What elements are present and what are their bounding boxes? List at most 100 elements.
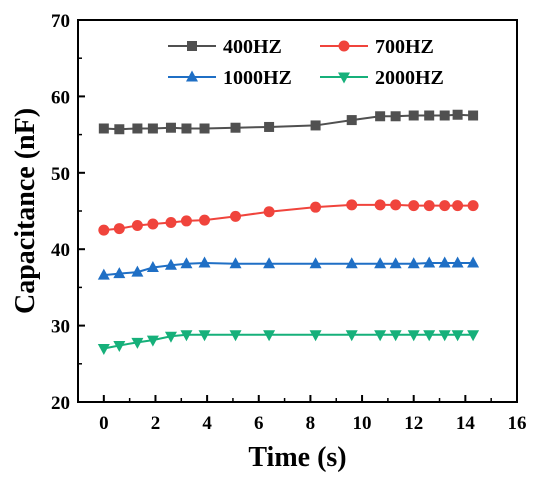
data-point bbox=[423, 330, 436, 342]
y-tick-label: 40 bbox=[51, 240, 70, 261]
data-point bbox=[374, 199, 386, 211]
data-point bbox=[407, 257, 420, 269]
plot-frame bbox=[77, 19, 518, 403]
data-point bbox=[181, 123, 192, 134]
data-point bbox=[408, 200, 420, 212]
data-point bbox=[98, 224, 110, 236]
data-point bbox=[438, 330, 451, 342]
data-point bbox=[263, 330, 276, 342]
legend-label: 2000HZ bbox=[375, 67, 444, 89]
y-tick-label: 30 bbox=[51, 317, 70, 338]
y-tick-label: 50 bbox=[51, 164, 70, 185]
series-1000HZ bbox=[97, 256, 480, 280]
data-point bbox=[452, 200, 464, 212]
legend-label: 400HZ bbox=[223, 36, 282, 58]
data-point bbox=[452, 109, 463, 120]
x-tick-label: 10 bbox=[353, 413, 372, 434]
legend-item: 400HZ bbox=[168, 36, 282, 58]
data-point bbox=[310, 120, 321, 131]
data-point bbox=[309, 330, 322, 342]
series-2000HZ bbox=[97, 330, 480, 356]
data-point bbox=[374, 330, 387, 342]
data-point bbox=[424, 110, 435, 121]
legend-item: 2000HZ bbox=[320, 67, 444, 89]
data-point bbox=[199, 123, 210, 134]
y-tick-label: 70 bbox=[51, 11, 70, 32]
data-point bbox=[439, 110, 450, 121]
data-point bbox=[132, 123, 143, 134]
y-tick-label: 60 bbox=[51, 87, 70, 108]
data-point bbox=[310, 201, 322, 213]
data-point bbox=[147, 123, 158, 134]
data-point bbox=[164, 258, 177, 270]
data-point bbox=[438, 256, 451, 268]
series-400HZ bbox=[98, 109, 479, 135]
data-point bbox=[180, 330, 193, 342]
data-point bbox=[198, 330, 211, 342]
legend-item: 1000HZ bbox=[168, 67, 292, 89]
legend-marker bbox=[186, 70, 198, 82]
x-tick-label: 4 bbox=[202, 413, 212, 434]
legend-marker bbox=[338, 72, 350, 84]
x-tick-label: 14 bbox=[456, 413, 476, 434]
data-point bbox=[423, 200, 435, 212]
data-point bbox=[230, 122, 241, 133]
x-tick-label: 2 bbox=[151, 413, 161, 434]
data-point bbox=[146, 335, 159, 347]
data-point bbox=[346, 199, 358, 211]
data-point bbox=[264, 121, 275, 132]
data-point bbox=[230, 210, 242, 222]
data-point bbox=[467, 330, 480, 342]
legend-item: 700HZ bbox=[320, 36, 434, 58]
data-point bbox=[407, 330, 420, 342]
legend-label: 700HZ bbox=[375, 36, 434, 58]
data-point bbox=[165, 122, 176, 133]
data-point bbox=[229, 330, 242, 342]
legend-label: 1000HZ bbox=[223, 67, 292, 89]
data-point bbox=[346, 115, 357, 126]
data-point bbox=[164, 331, 177, 343]
data-point bbox=[345, 257, 358, 269]
data-point bbox=[263, 206, 275, 218]
data-point bbox=[389, 257, 402, 269]
data-point bbox=[114, 124, 125, 135]
data-point bbox=[345, 330, 358, 342]
data-point bbox=[468, 110, 479, 121]
x-tick-label: 16 bbox=[508, 413, 527, 434]
data-point bbox=[229, 257, 242, 269]
legend-marker bbox=[338, 40, 350, 52]
series-700HZ bbox=[98, 199, 479, 236]
data-point bbox=[467, 256, 480, 268]
data-point bbox=[131, 265, 144, 277]
data-point bbox=[451, 330, 464, 342]
x-tick-label: 0 bbox=[99, 413, 109, 434]
data-point bbox=[97, 344, 110, 356]
data-point bbox=[113, 340, 126, 352]
data-point bbox=[199, 214, 211, 226]
data-point bbox=[309, 257, 322, 269]
data-point bbox=[97, 268, 110, 280]
legend-marker bbox=[187, 41, 197, 51]
data-point bbox=[467, 200, 479, 212]
data-point bbox=[180, 215, 192, 227]
x-tick-label: 12 bbox=[404, 413, 423, 434]
data-point bbox=[146, 261, 159, 273]
data-point bbox=[423, 256, 436, 268]
y-tick-label: 20 bbox=[51, 393, 70, 414]
y-axis-title: Capacitance (nF) bbox=[10, 108, 41, 314]
data-point bbox=[389, 330, 402, 342]
data-point bbox=[439, 200, 451, 212]
series-line bbox=[103, 333, 474, 350]
data-point bbox=[113, 267, 126, 279]
data-point bbox=[131, 337, 144, 349]
data-point bbox=[451, 256, 464, 268]
data-point bbox=[113, 223, 125, 235]
x-tick-label: 6 bbox=[254, 413, 264, 434]
data-point bbox=[180, 257, 193, 269]
x-tick-label: 8 bbox=[306, 413, 316, 434]
data-point bbox=[147, 218, 159, 230]
data-point bbox=[165, 216, 177, 228]
data-point bbox=[263, 257, 276, 269]
data-point bbox=[98, 123, 109, 134]
